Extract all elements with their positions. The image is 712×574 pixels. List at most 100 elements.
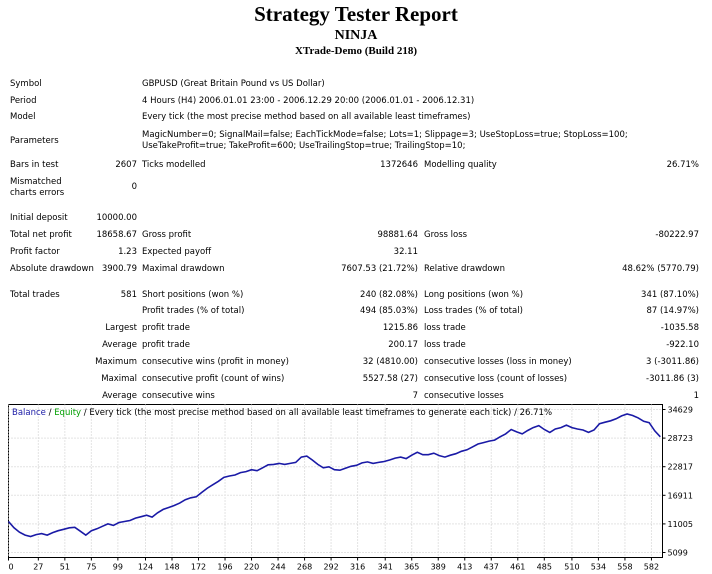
profit-factor-label: Profit factor (10, 247, 60, 257)
maximal-consecutive-loss-label: consecutive loss (count of losses) (424, 374, 568, 384)
y-tick-label: 28723 (668, 434, 693, 443)
balance-series-line (8, 413, 661, 538)
average-consecutive-wins-label: consecutive wins (142, 391, 215, 401)
gross-profit-value: 98881.64 (377, 230, 418, 240)
y-tick-label: 11005 (668, 520, 693, 529)
profit-factor-value: 1.23 (118, 247, 137, 257)
largest-profit-value: 1215.86 (382, 323, 418, 333)
long-positions-label: Long positions (won %) (424, 290, 524, 300)
maximal-drawdown-label: Maximal drawdown (142, 264, 225, 274)
x-tick-label: 485 (537, 563, 552, 572)
x-tick-label: 582 (644, 563, 659, 572)
ticks-label: Ticks modelled (142, 160, 206, 170)
expected-payoff-value: 32.11 (393, 247, 418, 257)
chart-x-ticks: 0 27 51 75 99 124 148 172 196 220 244 268 292 316 341 3… (8, 557, 659, 572)
x-tick-label: 268 (297, 563, 312, 572)
largest-profit-label: profit trade (142, 323, 190, 333)
model-label: Model (10, 112, 36, 122)
x-tick-label: 196 (217, 563, 232, 572)
absolute-drawdown-label: Absolute drawdown (10, 264, 94, 274)
profit-trades-label: Profit trades (% of total) (142, 306, 245, 316)
max-consecutive-wins-label: consecutive wins (profit in money) (142, 357, 289, 367)
loss-trades-value: 87 (14.97%) (646, 306, 699, 316)
x-tick-label: 220 (244, 563, 259, 572)
maximal-consecutive-profit-value: 5527.58 (27) (362, 374, 418, 384)
expected-payoff-label: Expected payoff (142, 247, 212, 257)
largest-loss-value: -1035.58 (660, 323, 699, 333)
maximal-consecutive-profit-label: consecutive profit (count of wins) (142, 374, 285, 384)
x-tick-label: 244 (270, 563, 285, 572)
x-tick-label: 534 (591, 563, 606, 572)
ticks-value: 1372646 (380, 160, 418, 170)
x-tick-label: 172 (191, 563, 206, 572)
x-tick-label: 0 (9, 563, 14, 572)
average-consecutive-losses-label: consecutive losses (424, 391, 504, 401)
initial-deposit-label: Initial deposit (10, 213, 68, 223)
net-profit-label: Total net profit (10, 230, 72, 240)
average-profit-value: 200.17 (388, 340, 418, 350)
period-label: Period (10, 96, 37, 106)
mismatch-label: Mismatched charts errors (10, 177, 65, 198)
relative-drawdown-label: Relative drawdown (424, 264, 505, 274)
average-loss-label: loss trade (424, 340, 466, 350)
average-consecutive-label: Average (102, 391, 137, 401)
x-tick-label: 413 (457, 563, 472, 572)
legend-equity: Equity (54, 408, 81, 418)
parameters-value: MagicNumber=0; SignalMail=false; EachTic… (142, 130, 628, 151)
symbol-label: Symbol (10, 79, 42, 89)
maximal-drawdown-value: 7607.53 (21.72%) (341, 264, 418, 274)
legend-balance: Balance (12, 408, 46, 418)
x-tick-label: 389 (431, 563, 446, 572)
x-tick-label: 437 (484, 563, 499, 572)
profit-trades-value: 494 (85.03%) (360, 306, 418, 316)
x-tick-label: 365 (404, 563, 419, 572)
total-trades-label: Total trades (10, 290, 60, 300)
x-tick-label: 27 (33, 563, 43, 572)
x-tick-label: 461 (510, 563, 525, 572)
y-tick-label: 34629 (668, 406, 693, 415)
x-tick-label: 316 (350, 563, 365, 572)
chart-grid (8, 404, 663, 558)
y-tick-label: 16911 (668, 491, 693, 500)
quality-value: 26.71% (666, 160, 699, 170)
server-build: XTrade-Demo (Build 218) (294, 45, 417, 57)
x-tick-label: 75 (86, 563, 96, 572)
largest-loss-label: loss trade (424, 323, 466, 333)
legend-description: / Every tick (the most precise method ba… (81, 408, 552, 418)
quality-label: Modelling quality (424, 160, 497, 170)
chart-y-ticks: 34629 28723 22817 16911 11005 5099 (662, 406, 693, 558)
legend-separator: / (46, 408, 54, 418)
average-loss-value: -922.10 (666, 340, 699, 350)
x-tick-label: 341 (378, 563, 393, 572)
net-profit-value: 18658.67 (96, 230, 137, 240)
largest-label: Largest (105, 323, 137, 333)
average-profit-label: profit trade (142, 340, 190, 350)
symbol-value: GBPUSD (Great Britain Pound vs US Dollar… (142, 79, 325, 89)
bars-value: 2607 (115, 160, 137, 170)
x-tick-label: 51 (60, 563, 70, 572)
x-tick-label: 292 (323, 563, 338, 572)
balance-chart: 0 27 51 75 99 124 148 172 196 220 244 268 292 316 341 3… (8, 404, 693, 572)
maximal-label: Maximal (101, 374, 137, 384)
period-value: 4 Hours (H4) 2006.01.01 23:00 - 2006.12.… (142, 96, 475, 106)
average-consecutive-losses-value: 1 (693, 391, 699, 401)
max-consecutive-losses-label: consecutive losses (loss in money) (424, 357, 572, 367)
average-consecutive-wins-value: 7 (412, 391, 418, 401)
long-positions-value: 341 (87.10%) (641, 290, 699, 300)
bars-label: Bars in test (10, 160, 59, 170)
mismatch-value: 0 (131, 182, 137, 192)
absolute-drawdown-value: 3900.79 (101, 264, 137, 274)
maximal-consecutive-loss-value: -3011.86 (3) (646, 374, 699, 384)
x-tick-label: 99 (113, 563, 123, 572)
chart-plot-area (8, 404, 663, 558)
short-positions-label: Short positions (won %) (142, 290, 244, 300)
x-tick-label: 124 (138, 563, 153, 572)
report-title: Strategy Tester Report (254, 2, 458, 26)
chart-legend: Balance / Equity / Every tick (the most … (12, 408, 552, 418)
maximum-label: Maximum (95, 357, 137, 367)
gross-loss-value: -80222.97 (655, 230, 699, 240)
x-tick-label: 510 (564, 563, 579, 572)
y-tick-label: 5099 (668, 549, 688, 558)
x-tick-label: 558 (617, 563, 632, 572)
max-consecutive-wins-value: 32 (4810.00) (362, 357, 418, 367)
